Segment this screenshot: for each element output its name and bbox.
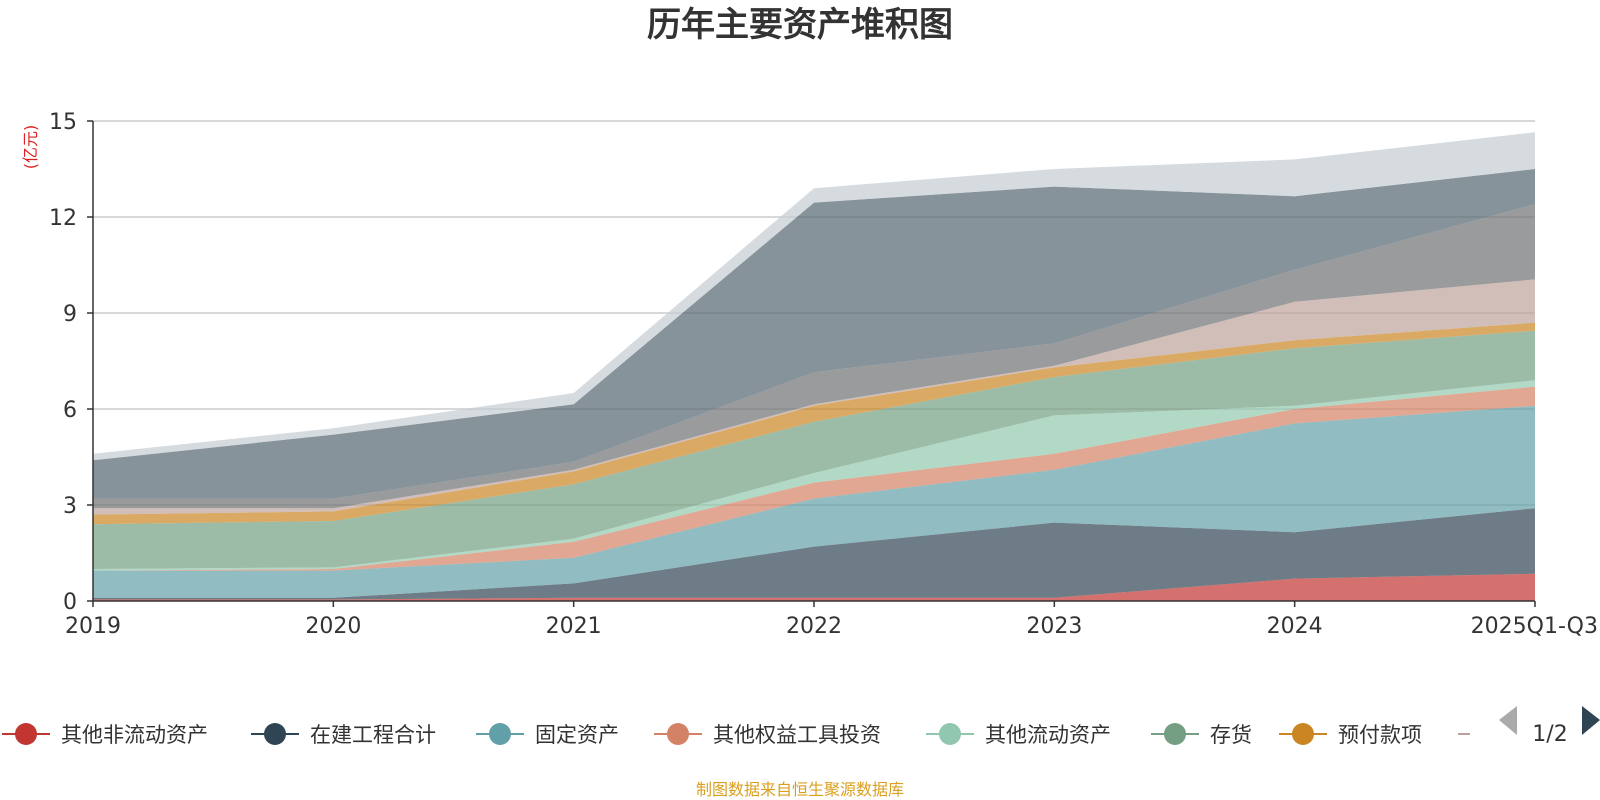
area-3: [93, 386, 1535, 571]
x-tick-label: 2021: [546, 614, 602, 639]
legend-label: 其他权益工具投资: [713, 723, 881, 747]
x-tick-label: 2019: [65, 614, 121, 639]
legend-page-indicator: 1/2: [1532, 722, 1567, 747]
area-5: [93, 330, 1535, 569]
y-axis-unit: (亿元): [21, 125, 40, 170]
legend-marker: [489, 723, 511, 745]
y-tick-label: 15: [49, 110, 77, 135]
area-1: [93, 508, 1535, 600]
legend[interactable]: 其他非流动资产 在建工程合计 固定资产 其他权益工具投资 其他流动资产 存货 预付款项: [2, 723, 1506, 747]
x-tick-label: 2022: [786, 614, 842, 639]
area-series: [93, 132, 1535, 601]
legend-item[interactable]: 其他权益工具投资: [654, 723, 881, 747]
legend-item[interactable]: 固定资产: [476, 723, 619, 747]
legend-prev-page-icon[interactable]: [1499, 706, 1517, 735]
chart-title: 历年主要资产堆积图: [647, 5, 953, 45]
legend-item[interactable]: 在建工程合计: [251, 723, 436, 747]
y-tick-label: 0: [63, 590, 77, 615]
legend-marker: [15, 723, 37, 745]
area-0: [93, 573, 1535, 601]
legend-label: 预付款项: [1338, 723, 1422, 747]
legend-marker: [1292, 723, 1314, 745]
legend-pager: 1/2: [1499, 706, 1600, 747]
axes: 0 3 6 9 12 15 2019 2020 2021 2022 2023 2024 2025Q1-Q…: [49, 110, 1598, 639]
x-tick-label: 2024: [1267, 614, 1323, 639]
legend-marker: [1164, 723, 1186, 745]
legend-item[interactable]: 预付款项: [1279, 723, 1422, 747]
x-tick-label: 2020: [305, 614, 361, 639]
legend-label: 存货: [1210, 723, 1252, 747]
area-7: [93, 279, 1535, 515]
legend-item[interactable]: 其他非流动资产: [2, 723, 208, 747]
y-tick-label: 12: [49, 206, 77, 231]
legend-label: 其他非流动资产: [61, 723, 208, 747]
area-10: [93, 132, 1535, 461]
source-note: 制图数据来自恒生聚源数据库: [696, 780, 904, 799]
y-tick-label: 3: [63, 494, 77, 519]
legend-next-page-icon[interactable]: [1582, 706, 1600, 735]
y-tick-label: 6: [63, 398, 77, 423]
area-9: [93, 169, 1535, 499]
legend-label: 在建工程合计: [310, 723, 436, 747]
legend-marker: [939, 723, 961, 745]
legend-item[interactable]: 存货: [1151, 723, 1252, 747]
legend-marker: [1471, 723, 1493, 745]
legend-item[interactable]: [1458, 723, 1506, 745]
legend-label: 固定资产: [535, 723, 619, 747]
legend-marker: [264, 723, 286, 745]
x-tick-label: 2025Q1-Q3: [1471, 614, 1598, 639]
y-tick-label: 9: [63, 302, 77, 327]
legend-marker: [667, 723, 689, 745]
legend-label: 其他流动资产: [985, 723, 1111, 747]
area-4: [93, 380, 1535, 571]
x-tick-label: 2023: [1026, 614, 1082, 639]
legend-item[interactable]: 其他流动资产: [926, 723, 1111, 747]
area-2: [93, 405, 1535, 598]
